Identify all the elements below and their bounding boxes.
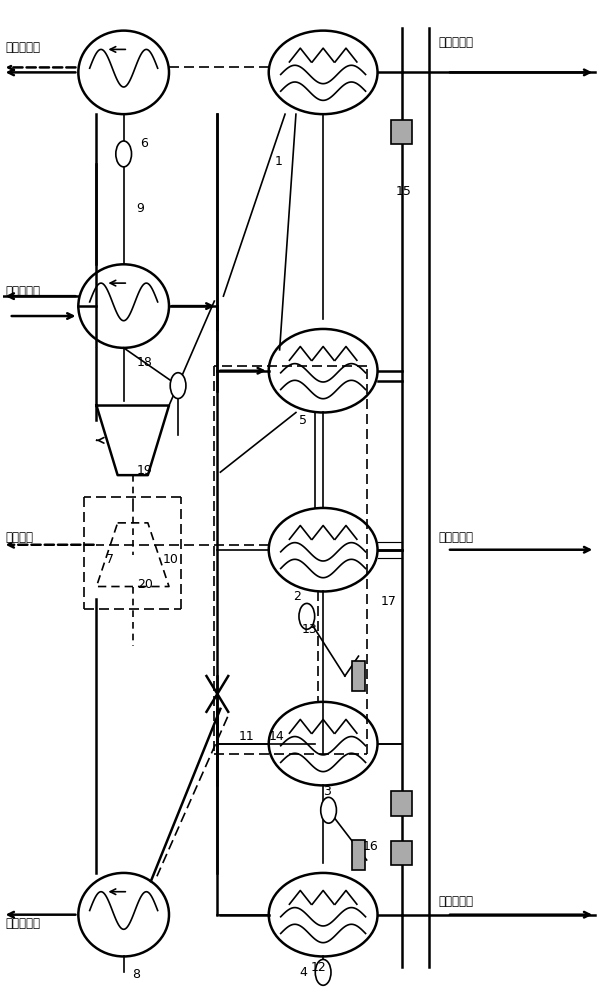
- Text: 16: 16: [362, 840, 378, 853]
- Text: 3: 3: [323, 785, 331, 798]
- Text: 19: 19: [137, 464, 152, 477]
- Circle shape: [321, 797, 337, 823]
- Text: 低温热介质: 低温热介质: [6, 917, 41, 930]
- Bar: [352, 840, 365, 870]
- Text: 9: 9: [136, 202, 143, 215]
- Text: 高温热介质: 高温热介质: [6, 285, 41, 298]
- Text: 7: 7: [106, 553, 113, 566]
- Text: 5: 5: [299, 414, 307, 427]
- Text: 6: 6: [140, 137, 148, 150]
- Text: 17: 17: [381, 595, 396, 608]
- Text: 12: 12: [311, 961, 327, 974]
- Text: 20: 20: [137, 578, 153, 591]
- Circle shape: [170, 373, 186, 399]
- Bar: [352, 661, 365, 691]
- Text: 14: 14: [269, 730, 284, 743]
- Text: 11: 11: [239, 730, 254, 743]
- Circle shape: [315, 959, 331, 985]
- Bar: [391, 791, 412, 816]
- Text: 8: 8: [132, 968, 140, 981]
- Text: 13: 13: [302, 623, 318, 636]
- Text: 18: 18: [137, 356, 153, 369]
- Text: 2: 2: [293, 590, 301, 603]
- Text: 1: 1: [274, 155, 282, 168]
- Text: 15: 15: [396, 185, 412, 198]
- Text: 被加热介质: 被加热介质: [6, 41, 41, 54]
- Text: 冷却介质: 冷却介质: [6, 531, 34, 544]
- Text: 低温热介质: 低温热介质: [438, 531, 473, 544]
- Text: 4: 4: [299, 966, 307, 979]
- Circle shape: [299, 603, 315, 629]
- Bar: [391, 120, 412, 144]
- Text: 被加热介质: 被加热介质: [438, 895, 473, 908]
- Bar: [391, 841, 412, 865]
- Text: 10: 10: [163, 553, 179, 566]
- Circle shape: [116, 141, 132, 167]
- Text: 高温热介质: 高温热介质: [438, 36, 473, 49]
